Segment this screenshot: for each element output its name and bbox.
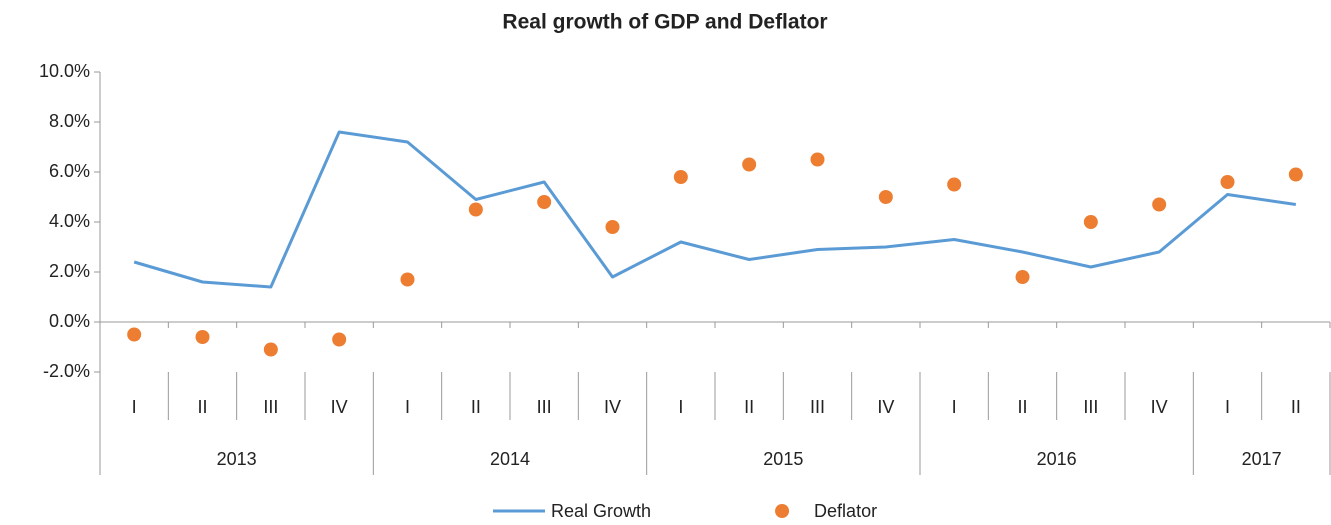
x-tick-label: II xyxy=(471,397,481,417)
legend-label: Deflator xyxy=(814,501,877,521)
y-tick-label: 6.0% xyxy=(49,161,90,181)
y-tick-label: 0.0% xyxy=(49,311,90,331)
group-label: 2017 xyxy=(1242,449,1282,469)
y-tick-label: 10.0% xyxy=(39,61,90,81)
x-tick-label: II xyxy=(1017,397,1027,417)
x-tick-label: I xyxy=(1225,397,1230,417)
y-tick-label: 2.0% xyxy=(49,261,90,281)
marker xyxy=(468,202,483,217)
marker xyxy=(400,272,415,287)
marker xyxy=(947,177,962,192)
x-tick-label: IV xyxy=(604,397,621,417)
chart-title: Real growth of GDP and Deflator xyxy=(502,11,827,34)
marker xyxy=(605,220,620,234)
y-tick-label: 8.0% xyxy=(49,111,90,131)
x-tick-label: III xyxy=(810,397,825,417)
x-tick-label: III xyxy=(263,397,278,417)
x-tick-label: III xyxy=(1083,397,1098,417)
marker xyxy=(537,195,552,209)
x-tick-label: IV xyxy=(331,397,348,417)
marker xyxy=(332,332,347,347)
legend-swatch xyxy=(775,504,790,518)
marker xyxy=(878,190,893,204)
x-tick-label: IV xyxy=(877,397,894,417)
marker xyxy=(742,157,757,172)
group-label: 2015 xyxy=(763,449,803,469)
x-tick-label: II xyxy=(197,397,207,417)
x-tick-label: I xyxy=(952,397,957,417)
y-tick-label: 4.0% xyxy=(49,211,90,231)
x-tick-label: II xyxy=(1291,397,1301,417)
marker xyxy=(1152,197,1167,212)
marker xyxy=(1288,167,1303,182)
marker xyxy=(127,327,142,342)
x-tick-label: I xyxy=(678,397,683,417)
group-label: 2014 xyxy=(490,449,530,469)
x-tick-label: I xyxy=(405,397,410,417)
marker xyxy=(1220,175,1235,189)
x-tick-label: II xyxy=(744,397,754,417)
marker xyxy=(1083,215,1098,229)
group-label: 2016 xyxy=(1037,449,1077,469)
marker xyxy=(673,170,688,184)
marker xyxy=(810,152,825,167)
group-label: 2013 xyxy=(217,449,257,469)
x-tick-label: III xyxy=(537,397,552,417)
line-series xyxy=(133,130,1297,289)
marker xyxy=(263,342,278,357)
y-tick-label: -2.0% xyxy=(43,361,90,381)
marker xyxy=(1015,270,1030,284)
x-tick-label: I xyxy=(132,397,137,417)
legend-label: Real Growth xyxy=(551,501,651,521)
x-tick-label: IV xyxy=(1151,397,1168,417)
marker xyxy=(195,330,210,344)
